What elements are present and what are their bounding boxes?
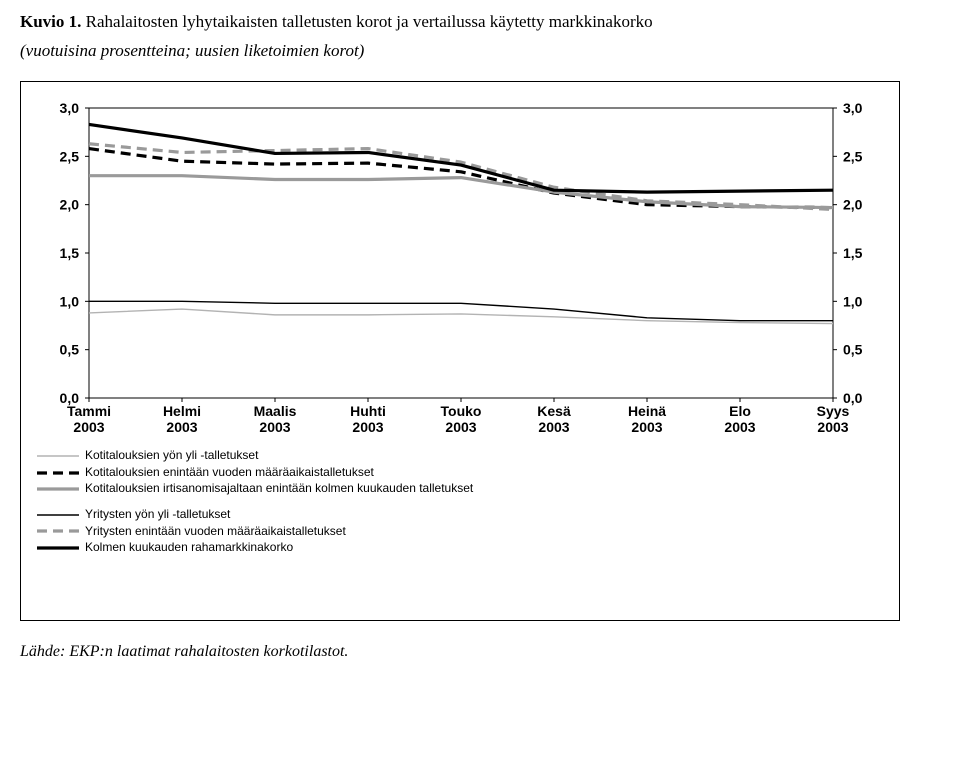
legend-swatch	[37, 525, 79, 537]
svg-text:2003: 2003	[817, 419, 848, 435]
svg-text:2,0: 2,0	[843, 197, 863, 213]
legend-label: Yritysten enintään vuoden määräaikaistal…	[85, 524, 346, 540]
legend-group: Kotitalouksien yön yli -talletuksetKotit…	[37, 448, 883, 497]
legend-container: Kotitalouksien yön yli -talletuksetKotit…	[37, 448, 883, 556]
legend-row: Kolmen kuukauden rahamarkkinakorko	[37, 540, 883, 556]
svg-text:3,0: 3,0	[843, 100, 863, 116]
svg-text:Tammi: Tammi	[67, 403, 111, 419]
figure-number: Kuvio 1.	[20, 12, 86, 31]
svg-text:3,0: 3,0	[60, 100, 80, 116]
source-line: Lähde: EKP:n laatimat rahalaitosten kork…	[20, 643, 940, 661]
svg-text:Syys: Syys	[817, 403, 850, 419]
svg-text:1,5: 1,5	[60, 245, 80, 261]
svg-text:Elo: Elo	[729, 403, 751, 419]
legend-label: Kotitalouksien enintään vuoden määräaika…	[85, 465, 374, 481]
svg-text:Touko: Touko	[441, 403, 482, 419]
svg-text:1,0: 1,0	[60, 294, 80, 310]
figure-title-block: Kuvio 1. Rahalaitosten lyhytaikaisten ta…	[20, 10, 940, 63]
svg-text:2003: 2003	[724, 419, 755, 435]
legend-label: Kotitalouksien yön yli -talletukset	[85, 448, 258, 464]
svg-text:2,0: 2,0	[60, 197, 80, 213]
svg-text:Huhti: Huhti	[350, 403, 386, 419]
legend-label: Kolmen kuukauden rahamarkkinakorko	[85, 540, 293, 556]
legend-swatch	[37, 450, 79, 462]
line-chart: 0,00,00,50,51,01,01,51,52,02,02,52,53,03…	[37, 98, 885, 438]
legend-label: Yritysten yön yli -talletukset	[85, 507, 230, 523]
svg-text:2003: 2003	[259, 419, 290, 435]
legend-row: Kotitalouksien enintään vuoden määräaika…	[37, 465, 883, 481]
svg-text:2003: 2003	[445, 419, 476, 435]
svg-text:2003: 2003	[73, 419, 104, 435]
legend-row: Kotitalouksien yön yli -talletukset	[37, 448, 883, 464]
svg-text:0,5: 0,5	[843, 342, 863, 358]
legend-row: Yritysten yön yli -talletukset	[37, 507, 883, 523]
legend-group: Yritysten yön yli -talletuksetYritysten …	[37, 507, 883, 556]
svg-text:Kesä: Kesä	[537, 403, 571, 419]
legend-swatch	[37, 467, 79, 479]
legend-row: Yritysten enintään vuoden määräaikaistal…	[37, 524, 883, 540]
figure-subtitle: (vuotuisina prosentteina; uusien liketoi…	[20, 39, 940, 64]
legend-swatch	[37, 483, 79, 495]
chart-container: 0,00,00,50,51,01,01,51,52,02,02,52,53,03…	[20, 81, 900, 621]
figure-title-text: Rahalaitosten lyhytaikaisten talletusten…	[86, 12, 653, 31]
svg-text:2003: 2003	[166, 419, 197, 435]
figure-title: Kuvio 1. Rahalaitosten lyhytaikaisten ta…	[20, 10, 940, 35]
svg-text:Heinä: Heinä	[628, 403, 666, 419]
legend-label: Kotitalouksien irtisanomisajaltaan enint…	[85, 481, 473, 497]
svg-text:2003: 2003	[631, 419, 662, 435]
svg-text:2,5: 2,5	[843, 149, 863, 165]
legend-row: Kotitalouksien irtisanomisajaltaan enint…	[37, 481, 883, 497]
svg-text:Maalis: Maalis	[254, 403, 297, 419]
legend-swatch	[37, 542, 79, 554]
legend-swatch	[37, 509, 79, 521]
svg-text:1,0: 1,0	[843, 294, 863, 310]
svg-text:Helmi: Helmi	[163, 403, 201, 419]
svg-text:1,5: 1,5	[843, 245, 863, 261]
svg-text:0,5: 0,5	[60, 342, 80, 358]
svg-text:2003: 2003	[538, 419, 569, 435]
svg-text:2003: 2003	[352, 419, 383, 435]
svg-text:2,5: 2,5	[60, 149, 80, 165]
